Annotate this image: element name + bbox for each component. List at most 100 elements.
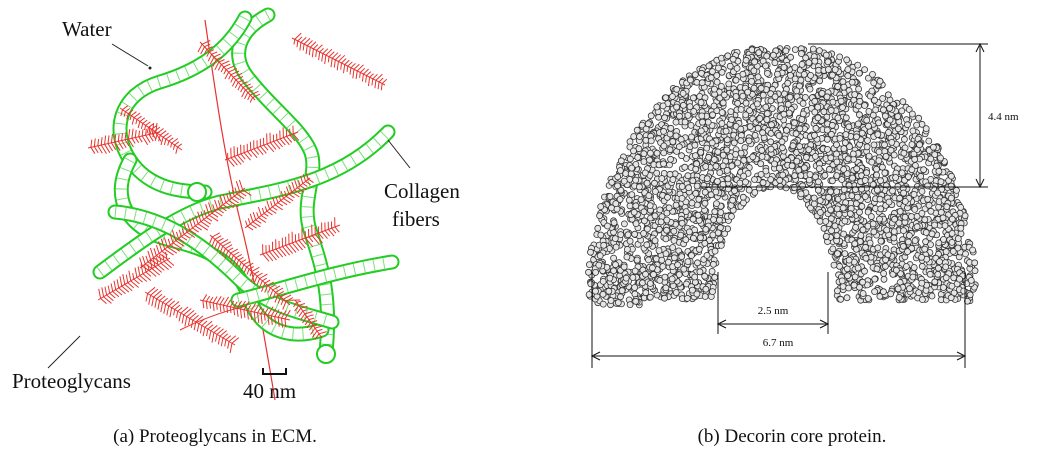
- atom: [757, 116, 763, 122]
- atom: [669, 94, 675, 100]
- atom: [643, 271, 649, 277]
- atom: [641, 230, 647, 236]
- atom: [683, 237, 689, 243]
- atom: [711, 86, 717, 92]
- atom: [712, 274, 718, 280]
- atom: [618, 294, 624, 300]
- atom: [727, 63, 733, 69]
- atom: [938, 179, 944, 185]
- atom: [928, 208, 934, 214]
- atom: [697, 269, 703, 275]
- atom: [835, 84, 841, 90]
- atom: [935, 271, 941, 277]
- atom: [653, 256, 659, 262]
- atom: [614, 206, 620, 212]
- atom: [706, 154, 712, 160]
- atom: [647, 203, 653, 209]
- atom: [679, 153, 685, 159]
- atom: [948, 173, 954, 179]
- leader-dot: [149, 67, 152, 70]
- atom: [642, 170, 648, 176]
- atom: [810, 46, 816, 52]
- atom: [838, 296, 844, 302]
- atom: [799, 61, 805, 67]
- atom: [901, 136, 907, 142]
- atom: [756, 50, 762, 56]
- atom: [816, 166, 822, 172]
- atom: [764, 70, 770, 76]
- atom: [675, 262, 681, 268]
- atom: [593, 269, 599, 275]
- atom: [644, 180, 650, 186]
- atom: [613, 262, 619, 268]
- atom: [772, 60, 778, 66]
- atom: [873, 107, 879, 113]
- atom: [605, 223, 611, 229]
- atom: [859, 130, 865, 136]
- atom: [866, 123, 872, 129]
- atom: [657, 277, 663, 283]
- atom: [914, 122, 920, 128]
- atom: [729, 117, 735, 123]
- atom: [918, 173, 924, 179]
- atom: [776, 133, 782, 139]
- atom: [703, 226, 709, 232]
- atom: [711, 103, 717, 109]
- atom: [909, 142, 915, 148]
- atom: [874, 266, 880, 272]
- atom: [730, 56, 736, 62]
- atom: [863, 255, 869, 261]
- atom: [689, 287, 695, 293]
- atom: [631, 209, 637, 215]
- proteoglycan: [260, 217, 340, 261]
- atom: [834, 233, 840, 239]
- atom: [826, 166, 832, 172]
- atom: [847, 211, 853, 217]
- atom: [911, 191, 917, 197]
- atom: [651, 272, 657, 278]
- atom: [718, 242, 724, 248]
- atom: [656, 226, 662, 232]
- atom: [588, 249, 594, 255]
- atom: [840, 284, 846, 290]
- atom: [909, 111, 915, 117]
- atom: [664, 227, 670, 233]
- atom: [699, 113, 705, 119]
- atom: [963, 251, 969, 257]
- atom: [661, 161, 667, 167]
- atom: [684, 295, 690, 301]
- atom: [715, 65, 721, 71]
- atom: [689, 253, 695, 259]
- atom: [621, 178, 627, 184]
- panel-b: [586, 45, 979, 308]
- atom: [891, 152, 897, 158]
- atom: [663, 285, 669, 291]
- atom: [714, 201, 720, 207]
- atom: [862, 103, 868, 109]
- atom: [600, 301, 606, 307]
- atom: [879, 164, 885, 170]
- atom: [640, 280, 646, 286]
- atom: [889, 139, 895, 145]
- atom: [899, 108, 905, 114]
- atom: [887, 105, 893, 111]
- atom: [700, 119, 706, 125]
- atom: [769, 122, 775, 128]
- atom: [916, 115, 922, 121]
- proteoglycan: [145, 287, 239, 353]
- atom: [878, 206, 884, 212]
- atom: [760, 130, 766, 136]
- atom: [652, 189, 658, 195]
- atom: [846, 257, 852, 263]
- atom: [869, 88, 875, 94]
- atom: [690, 216, 696, 222]
- atom: [634, 257, 640, 263]
- atom: [835, 251, 841, 257]
- atom: [758, 161, 764, 167]
- atom: [860, 227, 866, 233]
- atom: [663, 95, 669, 101]
- atom: [764, 117, 770, 123]
- atom: [702, 240, 708, 246]
- atom: [679, 195, 685, 201]
- atom: [785, 101, 791, 107]
